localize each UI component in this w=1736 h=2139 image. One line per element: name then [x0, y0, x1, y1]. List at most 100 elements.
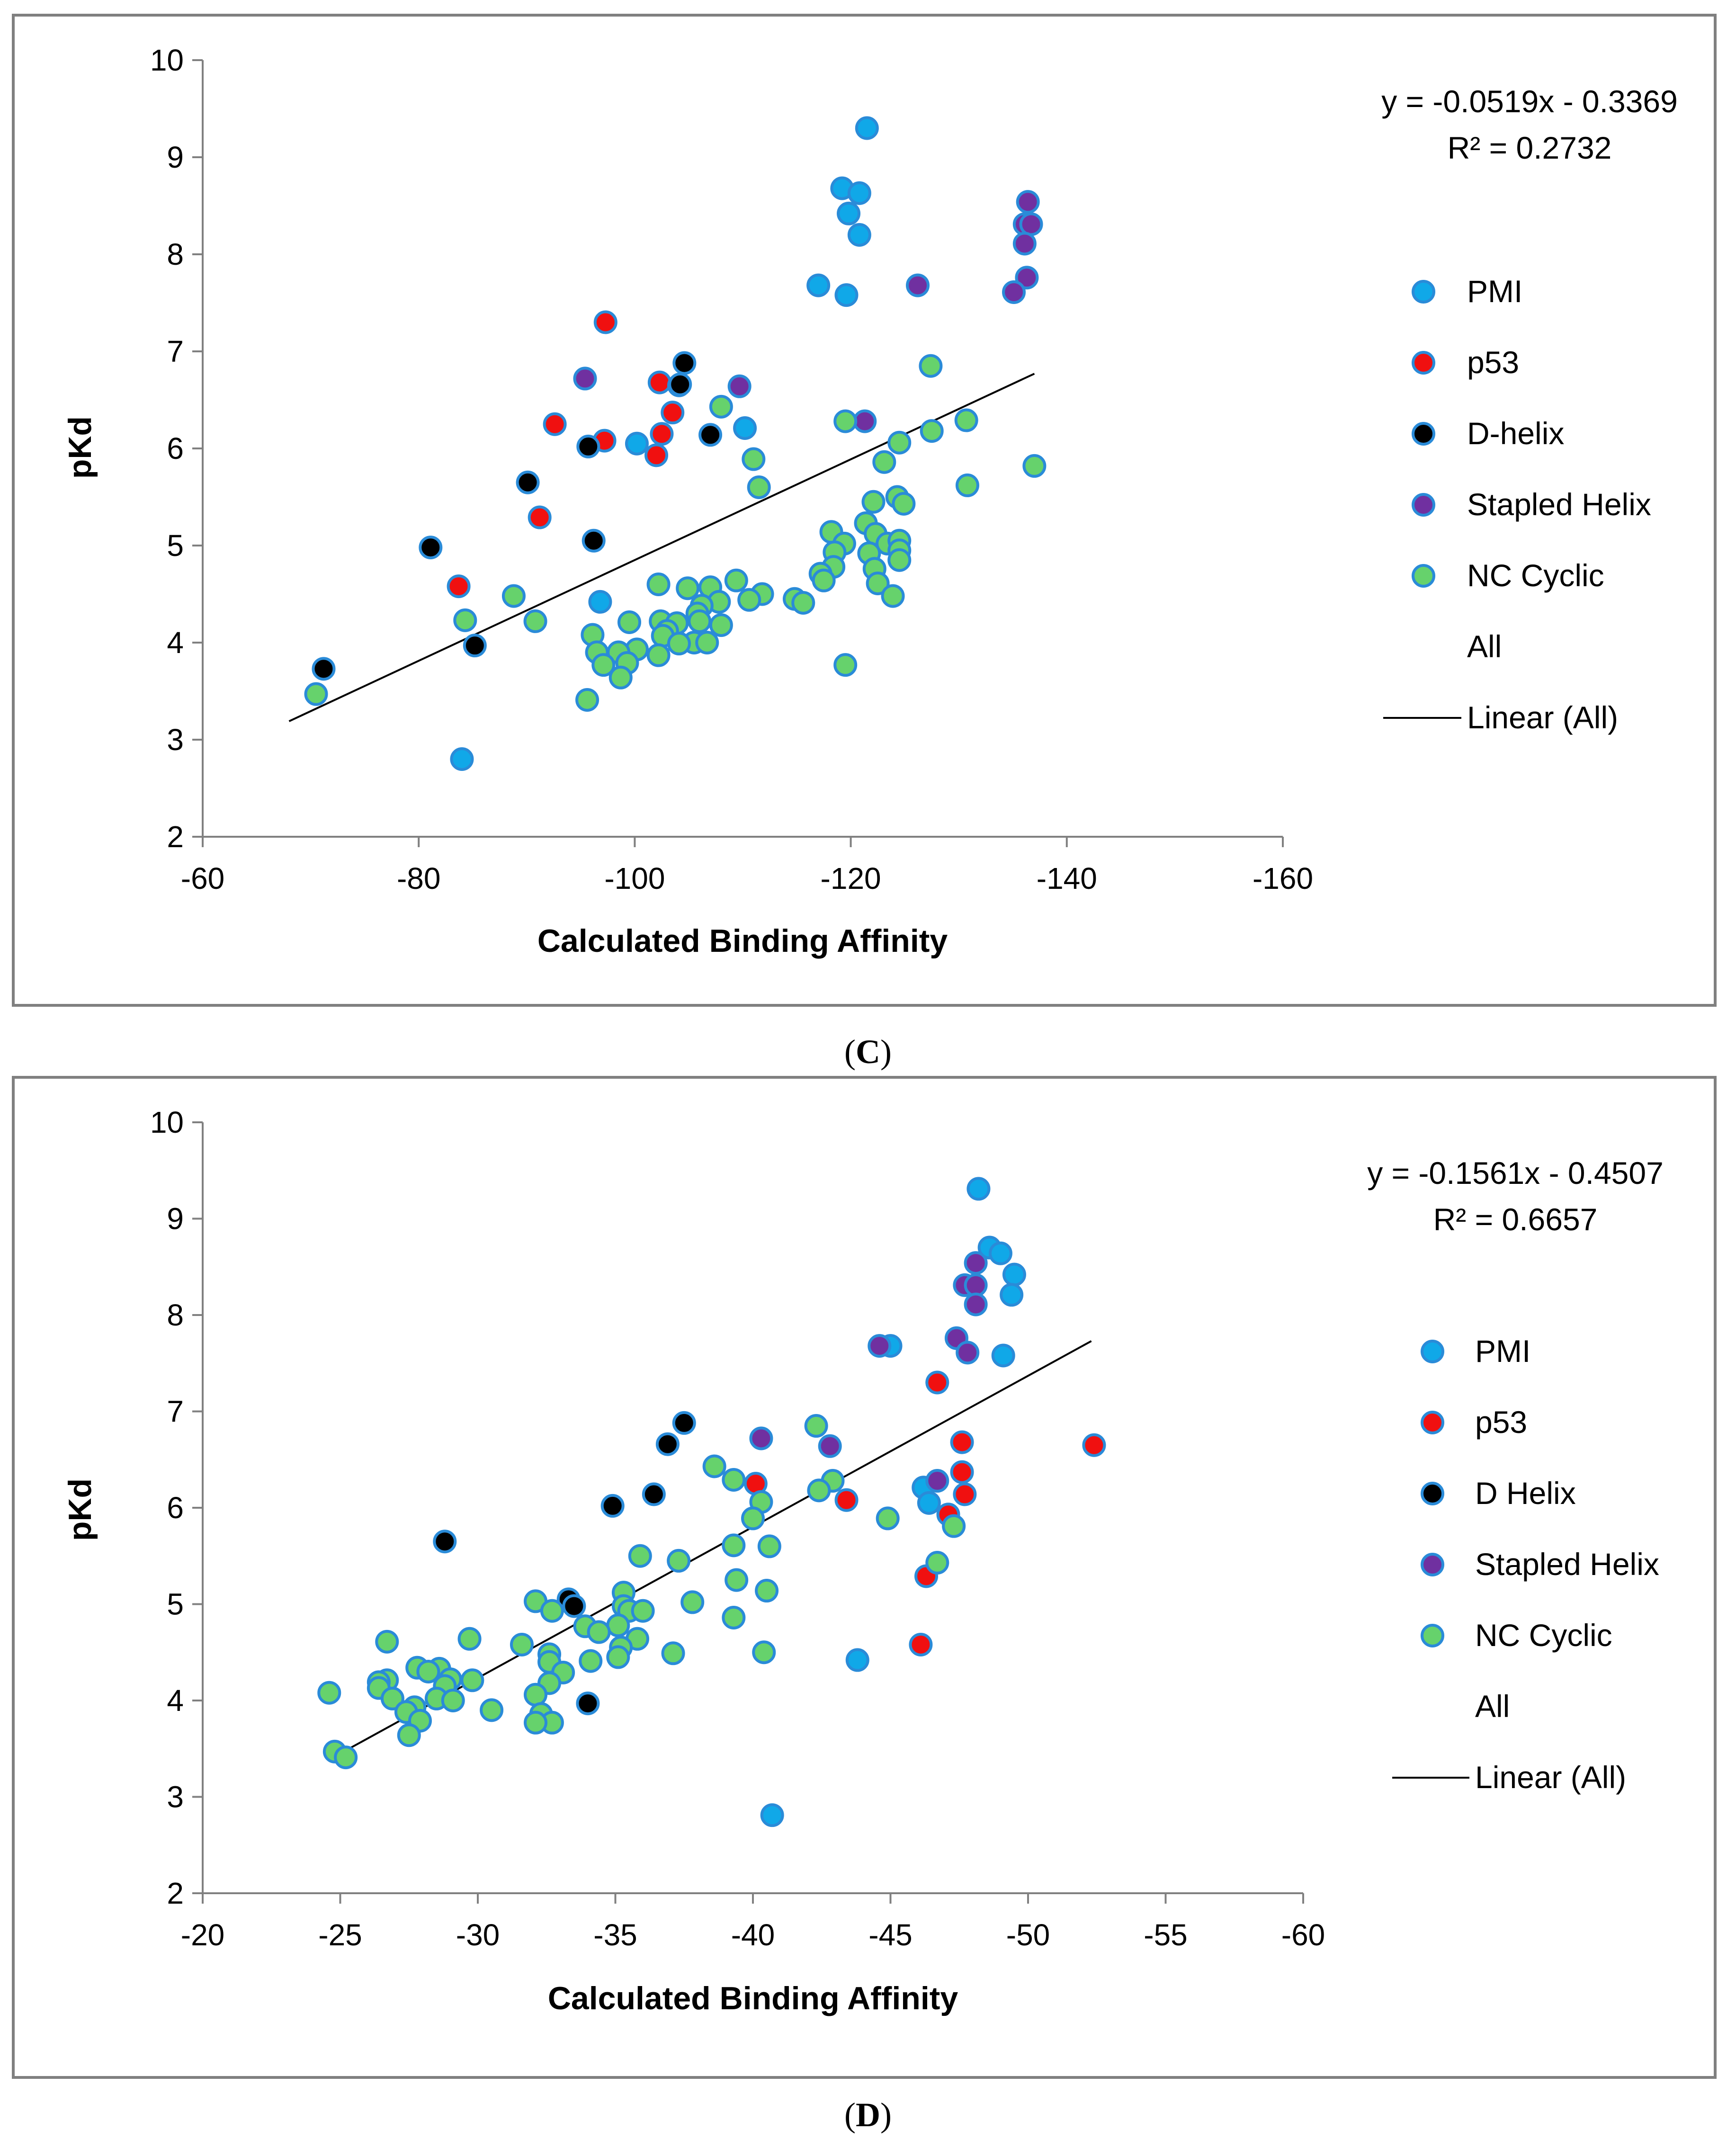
- data-point: [608, 665, 633, 689]
- data-point: [576, 434, 600, 458]
- legend-marker-pmi: [1412, 280, 1435, 304]
- x-tick-label: -20: [181, 1918, 225, 1952]
- data-point: [672, 1411, 696, 1435]
- data-point: [1000, 1283, 1024, 1307]
- data-point: [667, 1548, 691, 1573]
- data-point: [680, 1590, 705, 1614]
- data-point: [956, 1341, 980, 1365]
- legend-label: p53: [1467, 345, 1519, 380]
- data-point: [760, 1803, 784, 1827]
- data-point: [804, 1414, 828, 1438]
- data-point: [433, 1530, 457, 1554]
- data-point: [725, 1568, 749, 1592]
- x-tick-label: -80: [397, 861, 441, 895]
- data-point: [582, 528, 606, 553]
- y-tick-label: 5: [167, 528, 184, 563]
- data-point: [591, 653, 616, 677]
- data-point: [861, 490, 886, 514]
- data-point: [757, 1534, 781, 1558]
- data-point: [1002, 1262, 1026, 1287]
- y-tick-label: 2: [167, 1876, 184, 1910]
- y-tick-label: 3: [167, 1780, 184, 1814]
- data-point: [453, 608, 477, 632]
- data-point: [1002, 280, 1026, 304]
- data-point: [755, 1579, 779, 1603]
- data-point: [447, 574, 471, 599]
- data-point: [906, 273, 930, 297]
- data-point: [304, 682, 328, 706]
- series-nc: [304, 354, 1047, 712]
- series-pmi: [760, 1177, 1026, 1827]
- data-point: [416, 1659, 440, 1683]
- y-axis-label: pKd: [62, 1478, 98, 1541]
- data-point: [1019, 212, 1043, 236]
- data-point: [722, 1468, 746, 1492]
- data-point: [312, 657, 336, 681]
- data-point: [988, 1241, 1012, 1265]
- series-pmi: [450, 116, 879, 771]
- data-point: [887, 430, 912, 455]
- data-point: [695, 631, 719, 654]
- data-point: [806, 273, 831, 297]
- data-point: [1012, 232, 1037, 256]
- y-tick-label: 8: [167, 237, 184, 271]
- data-point: [954, 408, 978, 432]
- data-point: [747, 475, 771, 499]
- data-point: [450, 747, 474, 771]
- data-point: [650, 422, 674, 446]
- data-point: [593, 310, 617, 334]
- legend-label: Stapled Helix: [1475, 1547, 1659, 1582]
- legend-label: NC Cyclic: [1467, 558, 1604, 593]
- trendline: [288, 373, 1035, 722]
- data-point: [722, 1605, 746, 1629]
- data-point: [847, 223, 871, 247]
- data-point: [672, 351, 697, 375]
- y-tick-label: 10: [150, 43, 184, 77]
- data-point: [833, 409, 858, 433]
- data-point: [562, 1594, 586, 1618]
- legend-marker-stapled: [1412, 493, 1435, 517]
- data-point: [834, 1488, 859, 1512]
- legend-marker-p53: [1421, 1411, 1444, 1434]
- data-point: [397, 1723, 421, 1747]
- data-point: [925, 1370, 949, 1395]
- data-point: [543, 412, 567, 436]
- legend-label: All: [1467, 629, 1502, 664]
- x-tick-label: -25: [318, 1918, 362, 1952]
- legend-marker-d: [1412, 422, 1435, 446]
- data-point: [855, 116, 879, 140]
- data-point: [528, 505, 552, 529]
- data-point: [661, 401, 685, 425]
- y-tick-label: 4: [167, 1683, 184, 1718]
- chart-frame: [12, 1076, 1717, 2079]
- x-tick-label: -160: [1253, 861, 1313, 895]
- data-point: [628, 1544, 652, 1568]
- data-point: [441, 1689, 465, 1712]
- data-point: [1016, 190, 1040, 214]
- y-tick-label: 8: [167, 1298, 184, 1332]
- data-point: [617, 610, 641, 634]
- y-tick-label: 3: [167, 723, 184, 757]
- x-tick-label: -140: [1037, 861, 1097, 895]
- data-point: [834, 283, 859, 307]
- data-point: [847, 181, 871, 205]
- legend-label: D-helix: [1467, 416, 1564, 451]
- data-point: [460, 1668, 484, 1692]
- x-tick-label: -55: [1144, 1918, 1188, 1952]
- legend-marker-pmi: [1421, 1340, 1444, 1363]
- legend-label: PMI: [1467, 274, 1522, 309]
- data-point: [733, 416, 757, 440]
- data-point: [953, 1482, 977, 1506]
- series-d: [312, 351, 723, 681]
- data-point: [887, 548, 912, 572]
- data-point: [724, 568, 748, 592]
- data-point: [737, 588, 761, 612]
- legend-label: p53: [1475, 1405, 1527, 1440]
- legend-label: Linear (All): [1475, 1760, 1626, 1795]
- chart-panel-d: 2 3 4 5 6 7 8 9 10 -20 -25 -30 -35 -40 -45 -50 -55 -60 Cal…: [12, 1076, 1717, 2079]
- data-point: [540, 1599, 564, 1623]
- data-point: [722, 1533, 746, 1557]
- data-point: [516, 470, 540, 494]
- data-point: [742, 447, 766, 471]
